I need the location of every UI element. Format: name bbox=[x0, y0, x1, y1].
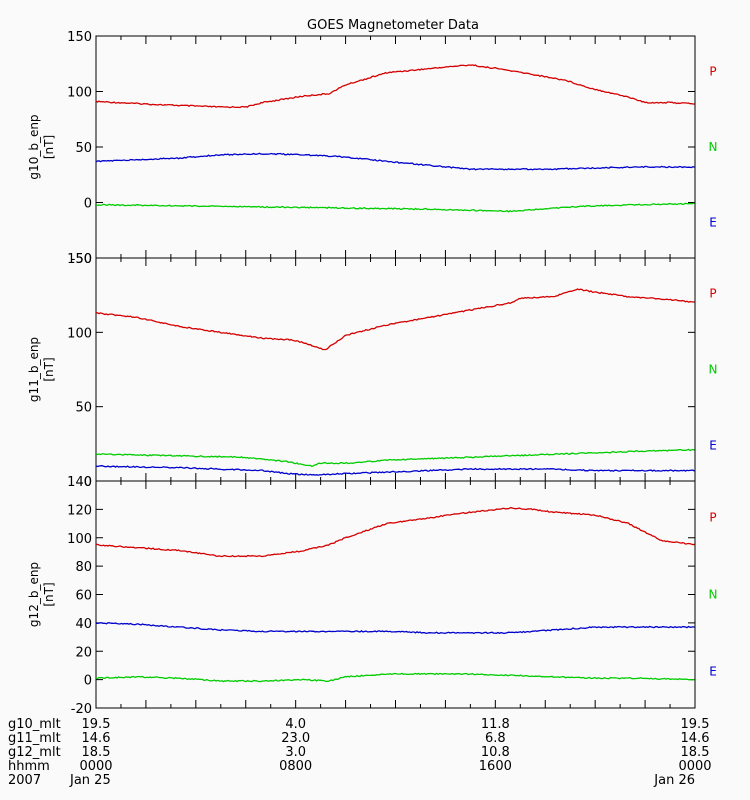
footer-cell: 10.8 bbox=[481, 745, 510, 760]
footer-cell: 1600 bbox=[479, 759, 512, 774]
y-tick-label: 40 bbox=[75, 617, 92, 632]
footer-row-label: 2007 bbox=[8, 773, 41, 788]
footer-table: g10_mltg11_mltg12_mlthhmm200719.514.618.… bbox=[8, 717, 712, 788]
y-tick-label: 150 bbox=[67, 252, 92, 267]
component-label-n: N bbox=[709, 588, 718, 602]
footer-cell: 0000 bbox=[79, 759, 112, 774]
y-axis-unit: [nT] bbox=[42, 135, 56, 159]
component-label-e: E bbox=[709, 665, 717, 679]
footer-row-label: hhmm bbox=[8, 759, 50, 774]
footer-row-label: g10_mlt bbox=[8, 717, 61, 732]
footer-cell: 23.0 bbox=[281, 731, 310, 746]
series-line-e bbox=[96, 202, 695, 213]
footer-cell: 14.6 bbox=[82, 731, 111, 746]
y-axis-label: g11_b_enp bbox=[27, 337, 41, 402]
panel-frame bbox=[95, 257, 696, 482]
y-tick-label: 100 bbox=[67, 326, 92, 341]
y-tick-label: 0 bbox=[84, 197, 92, 212]
chart-title: GOES Magnetometer Data bbox=[307, 18, 479, 33]
panel-g11: 150 100 50 0 g11_b_enp [nT] P N E bbox=[27, 252, 717, 490]
footer-cell: 18.5 bbox=[82, 745, 111, 760]
y-axis-label: g10_b_enp bbox=[27, 114, 41, 179]
y-axis-unit: [nT] bbox=[42, 582, 56, 606]
footer-row-label: g12_mlt bbox=[8, 745, 61, 760]
footer-cell: 0800 bbox=[279, 759, 312, 774]
y-tick-label: 140 bbox=[67, 475, 92, 490]
y-tick-label: 0 bbox=[84, 475, 92, 490]
series-line-p bbox=[95, 64, 695, 109]
y-tick-label: 80 bbox=[75, 560, 92, 575]
series-line-n bbox=[95, 152, 695, 171]
footer-cell: 0000 bbox=[678, 759, 711, 774]
y-tick-label: 20 bbox=[75, 645, 92, 660]
footer-cell: 14.6 bbox=[681, 731, 710, 746]
series-line-p bbox=[95, 288, 695, 351]
panel-g10: 150 100 50 0 -50 g10_b_enp [nT] P N E bbox=[27, 30, 717, 267]
series-line-p bbox=[95, 507, 695, 558]
footer-cell: Jan 25 bbox=[69, 773, 111, 788]
y-tick-label: 50 bbox=[75, 401, 92, 416]
footer-cell: 3.0 bbox=[285, 745, 306, 760]
y-tick-label: -20 bbox=[71, 702, 92, 717]
y-tick-label: 0 bbox=[84, 674, 92, 689]
y-tick-label: 100 bbox=[67, 532, 92, 547]
series-line-n bbox=[95, 448, 695, 468]
component-label-n: N bbox=[709, 140, 718, 154]
y-tick-label: 120 bbox=[67, 503, 92, 518]
footer-cell: 19.5 bbox=[82, 717, 111, 732]
footer-cell: 6.8 bbox=[485, 731, 506, 746]
y-tick-label: 60 bbox=[75, 589, 92, 604]
y-tick-label: -50 bbox=[71, 252, 92, 267]
component-label-p: P bbox=[709, 287, 716, 301]
footer-row-label: g11_mlt bbox=[8, 731, 61, 746]
y-axis-unit: [nT] bbox=[42, 357, 56, 381]
footer-cell: 18.5 bbox=[681, 745, 710, 760]
component-label-p: P bbox=[709, 65, 716, 79]
panel-g12: 140 120 100 80 60 40 20 0 -20 g12_b_enp [nT] P N E bbox=[27, 475, 717, 717]
y-axis-label: g12_b_enp bbox=[27, 562, 41, 627]
series-line-e bbox=[95, 672, 695, 683]
footer-cell: 4.0 bbox=[285, 717, 306, 732]
y-tick-label: 100 bbox=[67, 86, 92, 101]
component-label-p: P bbox=[709, 510, 716, 524]
component-label-n: N bbox=[709, 363, 718, 377]
footer-cell: Jan 26 bbox=[653, 773, 695, 788]
panel-frame bbox=[95, 35, 696, 259]
y-tick-label: 50 bbox=[75, 141, 92, 156]
series-line-e bbox=[95, 465, 695, 476]
footer-cell: 11.8 bbox=[481, 717, 510, 732]
series-line-n bbox=[96, 622, 695, 635]
component-label-e: E bbox=[709, 215, 717, 229]
y-tick-label: 150 bbox=[67, 30, 92, 45]
component-label-e: E bbox=[709, 438, 717, 452]
footer-cell: 19.5 bbox=[681, 717, 710, 732]
